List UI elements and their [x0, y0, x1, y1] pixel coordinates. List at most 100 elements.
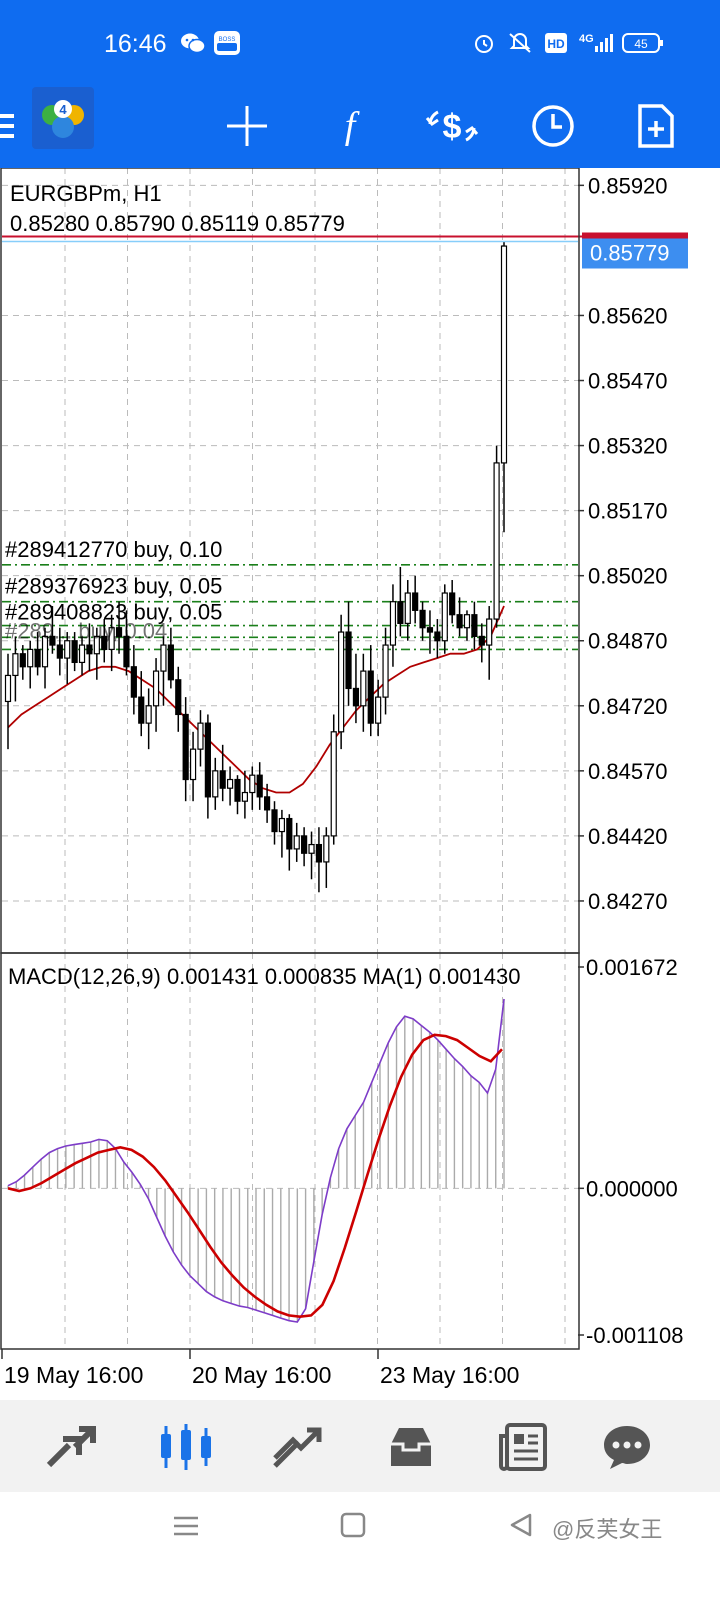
status-time: 16:46	[104, 30, 167, 58]
candle-body	[212, 770, 219, 798]
candle-body	[101, 635, 108, 651]
candle-body	[56, 644, 63, 659]
candle-body	[367, 670, 374, 724]
candle-body	[19, 653, 26, 668]
candle-body	[404, 592, 411, 624]
candle-body	[308, 843, 315, 854]
candle-body	[500, 245, 508, 464]
candle-body	[175, 679, 182, 716]
candle-body	[256, 774, 263, 798]
candle-body	[286, 817, 293, 850]
chart-canvas[interactable]: 0.85779 EURGBPm, H1 0.85280 0.85790 0.85…	[0, 168, 720, 1400]
candle-body	[4, 674, 12, 703]
candle-body	[293, 835, 300, 850]
trade-icon[interactable]: $	[420, 94, 484, 158]
quotes-icon[interactable]	[40, 1416, 102, 1478]
candle-body	[323, 835, 330, 863]
time-axis-label: 23 May 16:00	[380, 1362, 519, 1388]
candle-body	[138, 696, 145, 724]
macd-axis-label: 0.000000	[586, 1176, 678, 1201]
candle-body	[338, 631, 345, 733]
time-axis-label: 20 May 16:00	[192, 1362, 331, 1388]
new-order-icon[interactable]	[624, 94, 688, 158]
messages-icon[interactable]	[596, 1416, 658, 1478]
candle-body	[226, 778, 234, 789]
candle-body	[86, 644, 93, 655]
macd-signal-line	[7, 1033, 503, 1319]
candle-body	[108, 627, 115, 651]
status-bar: 16:46 BOSS HD 4G 45	[0, 0, 720, 82]
period-icon[interactable]	[521, 94, 585, 158]
candle-body	[493, 462, 500, 620]
current-price-tag	[582, 238, 688, 269]
battery-icon: 45	[622, 32, 664, 59]
chart-area[interactable]: 0.85779 EURGBPm, H1 0.85280 0.85790 0.85…	[0, 168, 720, 1400]
recents-icon[interactable]	[172, 1512, 200, 1545]
candle-body	[49, 635, 56, 646]
candle-body	[64, 640, 71, 659]
candle-body	[456, 614, 463, 629]
candle-body	[189, 748, 197, 781]
history-icon[interactable]	[380, 1416, 442, 1478]
price-axis-label: 0.84270	[588, 889, 668, 914]
candle-body	[27, 648, 34, 668]
android-nav: @反芙女王	[0, 1492, 720, 1600]
candle-body	[315, 843, 323, 863]
candle-body	[389, 601, 397, 646]
candle-body	[182, 713, 189, 781]
home-icon[interactable]	[340, 1512, 366, 1543]
crosshair-icon[interactable]	[215, 94, 279, 158]
candle-body	[12, 653, 19, 677]
bottom-nav	[0, 1400, 720, 1492]
chart-icon[interactable]	[155, 1416, 217, 1478]
candle-body	[419, 609, 426, 629]
macd-line	[7, 998, 505, 1323]
candle-body	[145, 705, 152, 724]
candle-body	[382, 644, 389, 698]
trade-nav-icon[interactable]	[266, 1416, 328, 1478]
macd-frame	[0, 952, 580, 1350]
candle-body	[412, 592, 419, 611]
order-label: #289376923 buy, 0.05	[5, 574, 222, 599]
indicators-icon[interactable]: f	[318, 94, 382, 158]
candle-body	[123, 635, 130, 668]
macd-label: MACD(12,26,9) 0.001431 0.000835 MA(1) 0.…	[8, 964, 520, 989]
price-axis-label: 0.85320	[588, 434, 668, 459]
price-axis-label: 0.84420	[588, 824, 668, 849]
price-axis-label: 0.85920	[588, 173, 668, 198]
news-icon[interactable]	[492, 1416, 554, 1478]
candle-body	[234, 778, 241, 802]
candle-body	[130, 666, 137, 698]
toolbar: 4 f $	[0, 82, 720, 168]
candle-body	[204, 722, 211, 798]
wechat-icon	[180, 32, 206, 59]
menu-icon[interactable]	[0, 94, 26, 158]
candle-body	[93, 635, 100, 655]
watermark: @反芙女王	[552, 1517, 663, 1542]
time-axis-label: 19 May 16:00	[4, 1362, 143, 1388]
back-icon[interactable]	[508, 1512, 534, 1543]
svg-text:4G: 4G	[579, 33, 594, 45]
candle-body	[486, 618, 493, 646]
candle-body	[360, 670, 367, 707]
price-axis-label: 0.85170	[588, 499, 668, 524]
candle-body	[78, 644, 86, 664]
moving-average-line	[7, 605, 505, 794]
price-axis-label: 0.85020	[588, 564, 668, 589]
price-axis-label: 0.85470	[588, 369, 668, 394]
candle-body	[264, 796, 271, 811]
metatrader-logo-icon[interactable]: 4	[31, 86, 95, 150]
price-axis-label: 0.85620	[588, 303, 668, 328]
candle-body	[330, 731, 337, 837]
candle-body	[41, 635, 49, 668]
candle-body	[397, 601, 404, 624]
svg-text:f: f	[345, 105, 360, 147]
order-label: #289408823 buy, 0.05	[5, 600, 222, 625]
candle-body	[241, 791, 248, 802]
candle-body	[471, 614, 478, 637]
svg-text:45: 45	[634, 37, 648, 51]
candle-body	[478, 635, 485, 646]
candle-body	[167, 644, 174, 681]
candle-body	[249, 774, 256, 794]
candle-body	[197, 722, 204, 750]
